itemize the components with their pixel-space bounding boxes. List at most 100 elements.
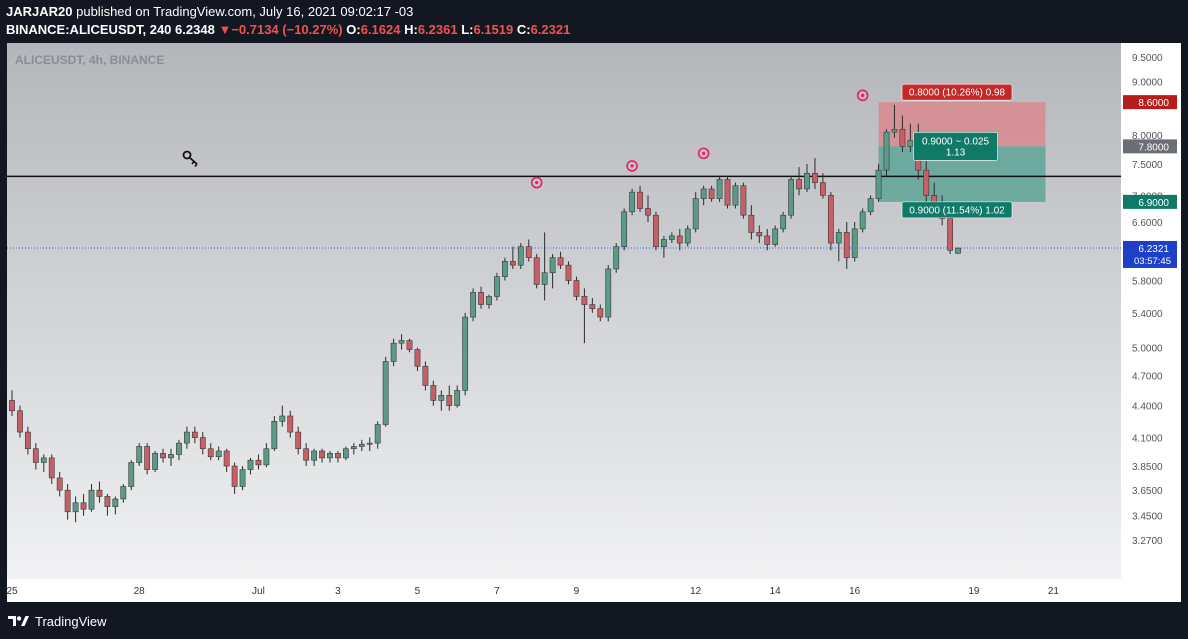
countdown-text: 03:57:45 — [1134, 256, 1171, 267]
candle-down — [104, 496, 111, 507]
candle-up — [517, 246, 524, 266]
candle-up — [955, 247, 961, 254]
candle-up — [136, 446, 143, 463]
last-price-text: 6.2321 — [1138, 244, 1169, 255]
candle-up — [780, 214, 787, 230]
stop-loss-label-box — [901, 83, 1013, 101]
x-tick-label: Jul — [252, 586, 265, 597]
candle-up — [605, 268, 612, 318]
y-tick-label: 3.6500 — [1132, 486, 1163, 497]
x-tick-label: 9 — [574, 586, 580, 597]
chart-area[interactable]: 0.8000 (10.26%) 0.98 0.9000 (11.54%) 1.02… — [7, 43, 1181, 602]
price-axis-label-text: 7.8000 — [1138, 142, 1169, 153]
price-axis-label-box — [1123, 95, 1177, 110]
candle-up — [247, 459, 254, 470]
candle-down — [557, 257, 564, 266]
candle-down — [812, 172, 818, 183]
price-axis-label: 8.6000 — [1123, 95, 1177, 110]
candle-down — [589, 304, 596, 309]
take-profit-label-box — [901, 201, 1013, 219]
y-tick-label: 4.1000 — [1132, 434, 1163, 445]
y-tick-label: 9.5000 — [1132, 53, 1163, 64]
y-tick-label: 6.6000 — [1132, 218, 1163, 229]
candle-up — [835, 232, 842, 244]
candle-up — [184, 431, 190, 444]
candle-down — [581, 296, 588, 305]
candle-up — [358, 443, 365, 447]
candle-up — [684, 228, 691, 244]
pivot-marker-dot — [702, 151, 706, 155]
candle-up — [128, 462, 135, 487]
symbol-name: BINANCE:ALICEUSDT, 240 — [6, 22, 172, 37]
candle-down — [756, 232, 763, 237]
candle-up — [366, 442, 373, 445]
open-label: O: — [346, 22, 361, 37]
candle-up — [311, 450, 317, 461]
candle-down — [144, 446, 151, 470]
candle-up — [668, 235, 675, 240]
pivot-marker-icon — [697, 147, 710, 160]
price-axis-label-text: 8.6000 — [1138, 98, 1169, 109]
candle-down — [748, 214, 755, 233]
candle-down — [947, 218, 953, 251]
candle-up — [120, 486, 127, 500]
candle-up — [462, 316, 469, 391]
candle-down — [637, 191, 643, 209]
candle-down — [96, 489, 103, 497]
candle-up — [613, 246, 620, 270]
pivot-marker-icon — [530, 176, 543, 189]
candle-down — [335, 452, 341, 459]
open-value: 6.1624 — [360, 22, 401, 37]
pivot-marker-dot — [535, 180, 539, 185]
x-tick-label: 19 — [968, 586, 980, 597]
candle-down — [923, 169, 930, 196]
candle-down — [223, 450, 230, 467]
candle-up — [398, 340, 405, 344]
y-tick-label: 3.8500 — [1132, 462, 1163, 473]
footer-brand: TradingView — [35, 613, 107, 629]
candle-up — [271, 420, 278, 450]
candle-down — [899, 128, 906, 147]
candle-up — [374, 424, 381, 444]
candle-up — [40, 457, 47, 463]
candle-down — [422, 365, 429, 386]
candle-up — [541, 272, 548, 285]
candle-down — [525, 246, 532, 258]
candle-down — [207, 448, 214, 458]
candle-up — [891, 128, 898, 133]
candle-down — [597, 308, 604, 318]
candle-down — [17, 410, 23, 433]
candle-up — [72, 502, 79, 513]
candle-down — [645, 208, 651, 216]
candle-down — [430, 385, 437, 401]
y-tick-label: 5.0000 — [1132, 344, 1163, 355]
price-axis-label-box — [1123, 139, 1177, 154]
candle-down — [9, 400, 15, 412]
candle-down — [478, 292, 484, 305]
high-value: 6.2361 — [417, 22, 458, 37]
candle-up — [350, 446, 357, 450]
candle-up — [883, 131, 890, 171]
candle-down — [319, 450, 325, 459]
y-tick-label: 3.4500 — [1132, 512, 1163, 523]
position-stats-label-box — [913, 132, 998, 161]
candle-up — [629, 191, 635, 213]
candle-down — [64, 489, 71, 513]
price-axis-label-box — [1123, 194, 1177, 209]
candle-up — [263, 448, 270, 466]
position-stats-label-text: 0.9000 ~ 0.025 — [922, 136, 989, 147]
candle-up — [549, 257, 556, 274]
candle-down — [406, 340, 413, 350]
candle-down — [231, 465, 238, 487]
candlestick-chart[interactable]: 0.8000 (10.26%) 0.98 0.9000 (11.54%) 1.02… — [7, 43, 1181, 602]
price-axis-label-text: 6.9000 — [1138, 198, 1169, 209]
candle-down — [740, 185, 747, 216]
x-tick-label: 25 — [7, 586, 18, 597]
candle-down — [819, 182, 826, 196]
candle-up — [279, 415, 286, 422]
candle-down — [48, 457, 55, 479]
candle-down — [446, 395, 453, 406]
x-tick-label: 28 — [134, 586, 146, 597]
candle-up — [215, 450, 222, 458]
